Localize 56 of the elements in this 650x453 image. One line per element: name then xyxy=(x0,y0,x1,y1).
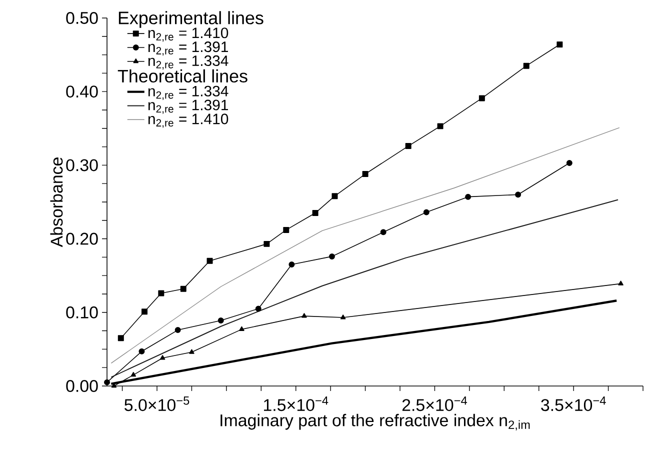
y-axis-title: Absorbance xyxy=(50,158,63,248)
legend-label: n$_{2,re}$ = 1.410 xyxy=(148,28,228,42)
point xyxy=(405,143,412,150)
point xyxy=(283,226,290,233)
point xyxy=(138,348,145,354)
point xyxy=(189,349,194,354)
point xyxy=(465,194,472,200)
point xyxy=(206,258,213,264)
y-tick-label: 0.50 xyxy=(66,12,98,24)
y-tick-label: 0.00 xyxy=(66,380,98,392)
point xyxy=(218,317,224,324)
y-tick-label: 0.20 xyxy=(66,232,98,245)
legend-label: n$_{2,re}$ = 1.334 xyxy=(148,55,228,70)
line-series xyxy=(110,127,620,364)
point xyxy=(118,335,124,342)
x-tick-label: 3.5×10$^{−4}$ xyxy=(541,396,606,412)
point xyxy=(380,229,386,236)
point xyxy=(340,314,346,320)
point xyxy=(264,240,270,247)
point xyxy=(556,41,563,48)
annotation: Experimental lines xyxy=(118,11,264,28)
annotation: Theoretical lines xyxy=(118,69,248,83)
point xyxy=(104,379,110,386)
point xyxy=(180,286,186,292)
point xyxy=(288,262,295,268)
point xyxy=(174,327,181,334)
legend-label: n$_{2,re}$ = 1.410 xyxy=(148,114,228,128)
legend-label: n$_{2,re}$ = 1.334 xyxy=(148,86,228,100)
point xyxy=(328,253,335,260)
point xyxy=(478,95,485,102)
y-tick-label: 0.40 xyxy=(66,86,98,98)
point xyxy=(437,123,444,130)
legend-label: n$_{2,re}$ = 1.391 xyxy=(148,42,228,56)
point xyxy=(302,313,307,318)
y-tick-label: 0.30 xyxy=(66,159,98,172)
legend-label: n$_{2,re}$ = 1.391 xyxy=(148,100,228,114)
point xyxy=(618,280,624,286)
point xyxy=(255,306,262,312)
point xyxy=(523,62,530,69)
point xyxy=(158,290,164,296)
x-tick-label: 5.0×10$^{−5}$ xyxy=(124,396,190,412)
point xyxy=(142,308,148,315)
point xyxy=(362,171,368,178)
point xyxy=(130,372,136,377)
point xyxy=(566,160,572,166)
x-tick-label: 1.5×10$^{−4}$ xyxy=(264,396,328,412)
x-axis-title: Imaginary part of the refractive index n$_{2,im}$ xyxy=(220,414,530,430)
point xyxy=(312,210,318,216)
point xyxy=(515,192,522,198)
point xyxy=(239,326,244,332)
point xyxy=(332,193,338,200)
y-tick-label: 0.10 xyxy=(66,306,98,318)
line-series xyxy=(110,199,619,378)
x-tick-label: 2.5×10$^{−4}$ xyxy=(402,396,468,412)
point xyxy=(423,209,430,216)
point xyxy=(160,355,166,360)
